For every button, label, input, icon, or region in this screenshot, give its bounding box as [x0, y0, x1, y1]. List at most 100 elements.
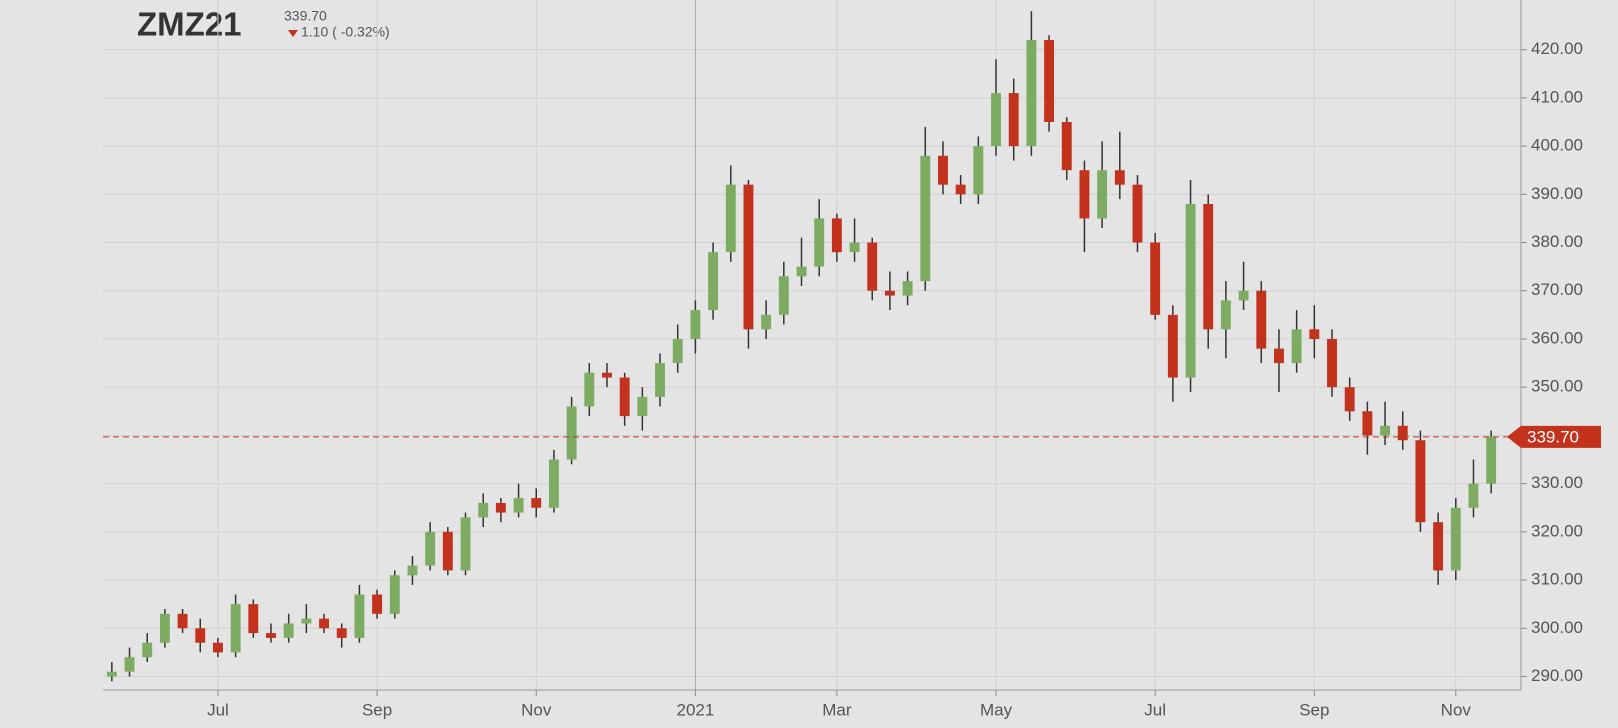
candle-body	[266, 633, 276, 638]
candle-body	[1327, 338, 1337, 388]
candle-body	[690, 310, 701, 339]
candle-body	[1468, 483, 1479, 508]
candle-body	[460, 517, 471, 571]
candle-body	[938, 155, 948, 185]
candle-body	[1132, 184, 1143, 243]
candle-body	[106, 671, 117, 677]
candle-body	[1291, 329, 1302, 364]
candle-body	[1415, 440, 1426, 523]
change: 1.10 ( -0.32%)	[301, 24, 390, 40]
candle-body	[1061, 121, 1072, 171]
x-tick-label: Sep	[1299, 700, 1329, 719]
candle-body	[778, 276, 789, 315]
x-tick-label: Mar	[822, 700, 852, 719]
candle-body	[849, 242, 860, 253]
candle-body	[637, 396, 648, 417]
candle-body	[1309, 329, 1320, 339]
last-price-tag	[1507, 425, 1601, 448]
y-tick-label: 390.00	[1531, 184, 1583, 203]
candle-body	[796, 266, 807, 277]
candle-body	[230, 604, 241, 653]
candle-body	[548, 459, 559, 508]
chart-title: ZMZ21	[137, 6, 242, 43]
y-tick-label: 290.00	[1531, 666, 1583, 685]
candle-body	[1167, 314, 1178, 378]
candle-body	[884, 290, 895, 296]
candle-body	[920, 155, 931, 282]
candle-body	[584, 372, 595, 407]
candle-body	[1220, 300, 1231, 330]
candle-body	[991, 93, 1001, 147]
x-tick-label: 2021	[676, 700, 714, 719]
candle-body	[1344, 387, 1355, 412]
candle-body	[1079, 170, 1090, 219]
candle-body	[743, 184, 754, 330]
candle-body	[602, 372, 612, 378]
candle-body	[531, 498, 542, 508]
x-tick-label: Jul	[1144, 700, 1166, 719]
down-arrow	[288, 30, 298, 37]
y-tick-label: 400.00	[1531, 136, 1583, 155]
x-tick-label: Jul	[207, 700, 229, 719]
candle-body	[212, 642, 223, 653]
candle-body	[725, 184, 736, 253]
candle-body	[195, 628, 206, 643]
candle-body	[1397, 425, 1408, 441]
candle-body	[708, 252, 719, 311]
y-tick-label: 300.00	[1531, 618, 1583, 637]
candle-body	[283, 623, 294, 638]
candle-body	[142, 642, 153, 658]
candle-body	[1150, 242, 1161, 315]
x-tick-label: Sep	[362, 700, 392, 719]
candle-body	[1185, 203, 1196, 378]
candle-body	[495, 502, 506, 513]
candle-body	[761, 314, 772, 330]
candle-body	[354, 594, 365, 638]
y-tick-label: 360.00	[1531, 328, 1583, 347]
candle-body	[1486, 436, 1497, 484]
y-tick-label: 350.00	[1531, 377, 1583, 396]
candle-body	[1362, 411, 1373, 436]
candle-body	[619, 377, 630, 417]
y-tick-label: 380.00	[1531, 232, 1583, 251]
candle-body	[177, 613, 188, 629]
candle-body	[1238, 290, 1249, 301]
candle-body	[1114, 170, 1125, 185]
candle-body	[814, 218, 825, 267]
last-price-label: 339.70	[1527, 427, 1579, 446]
candle-body	[831, 218, 842, 253]
candle-body	[973, 146, 984, 195]
candle-body	[389, 575, 400, 614]
y-tick-label: 420.00	[1531, 39, 1583, 58]
candle-body	[336, 628, 347, 638]
candle-body	[513, 498, 524, 513]
x-tick-label: Nov	[521, 700, 552, 719]
x-tick-label: Nov	[1441, 700, 1472, 719]
candle-body	[407, 565, 418, 576]
candle-body	[1097, 170, 1108, 219]
candle-body	[1433, 522, 1444, 571]
candle-body	[372, 594, 383, 614]
candle-body	[655, 363, 665, 397]
candle-body	[301, 618, 312, 624]
candle-body	[867, 242, 878, 291]
candle-body	[1044, 40, 1055, 122]
candle-body	[672, 338, 683, 364]
candle-body	[425, 531, 436, 566]
candle-body	[955, 184, 966, 195]
candle-body	[1450, 507, 1461, 571]
y-tick-label: 330.00	[1531, 473, 1583, 492]
candle-body	[1203, 203, 1214, 330]
candle-body	[1008, 93, 1019, 147]
candle-body	[442, 531, 453, 571]
candle-body	[1380, 425, 1391, 436]
candle-body	[1256, 290, 1267, 349]
candle-body	[478, 502, 489, 518]
candle-body	[1026, 40, 1037, 147]
candle-body	[319, 618, 329, 629]
candle-body	[566, 406, 577, 460]
candle-body	[124, 657, 135, 672]
y-tick-label: 410.00	[1531, 87, 1583, 106]
